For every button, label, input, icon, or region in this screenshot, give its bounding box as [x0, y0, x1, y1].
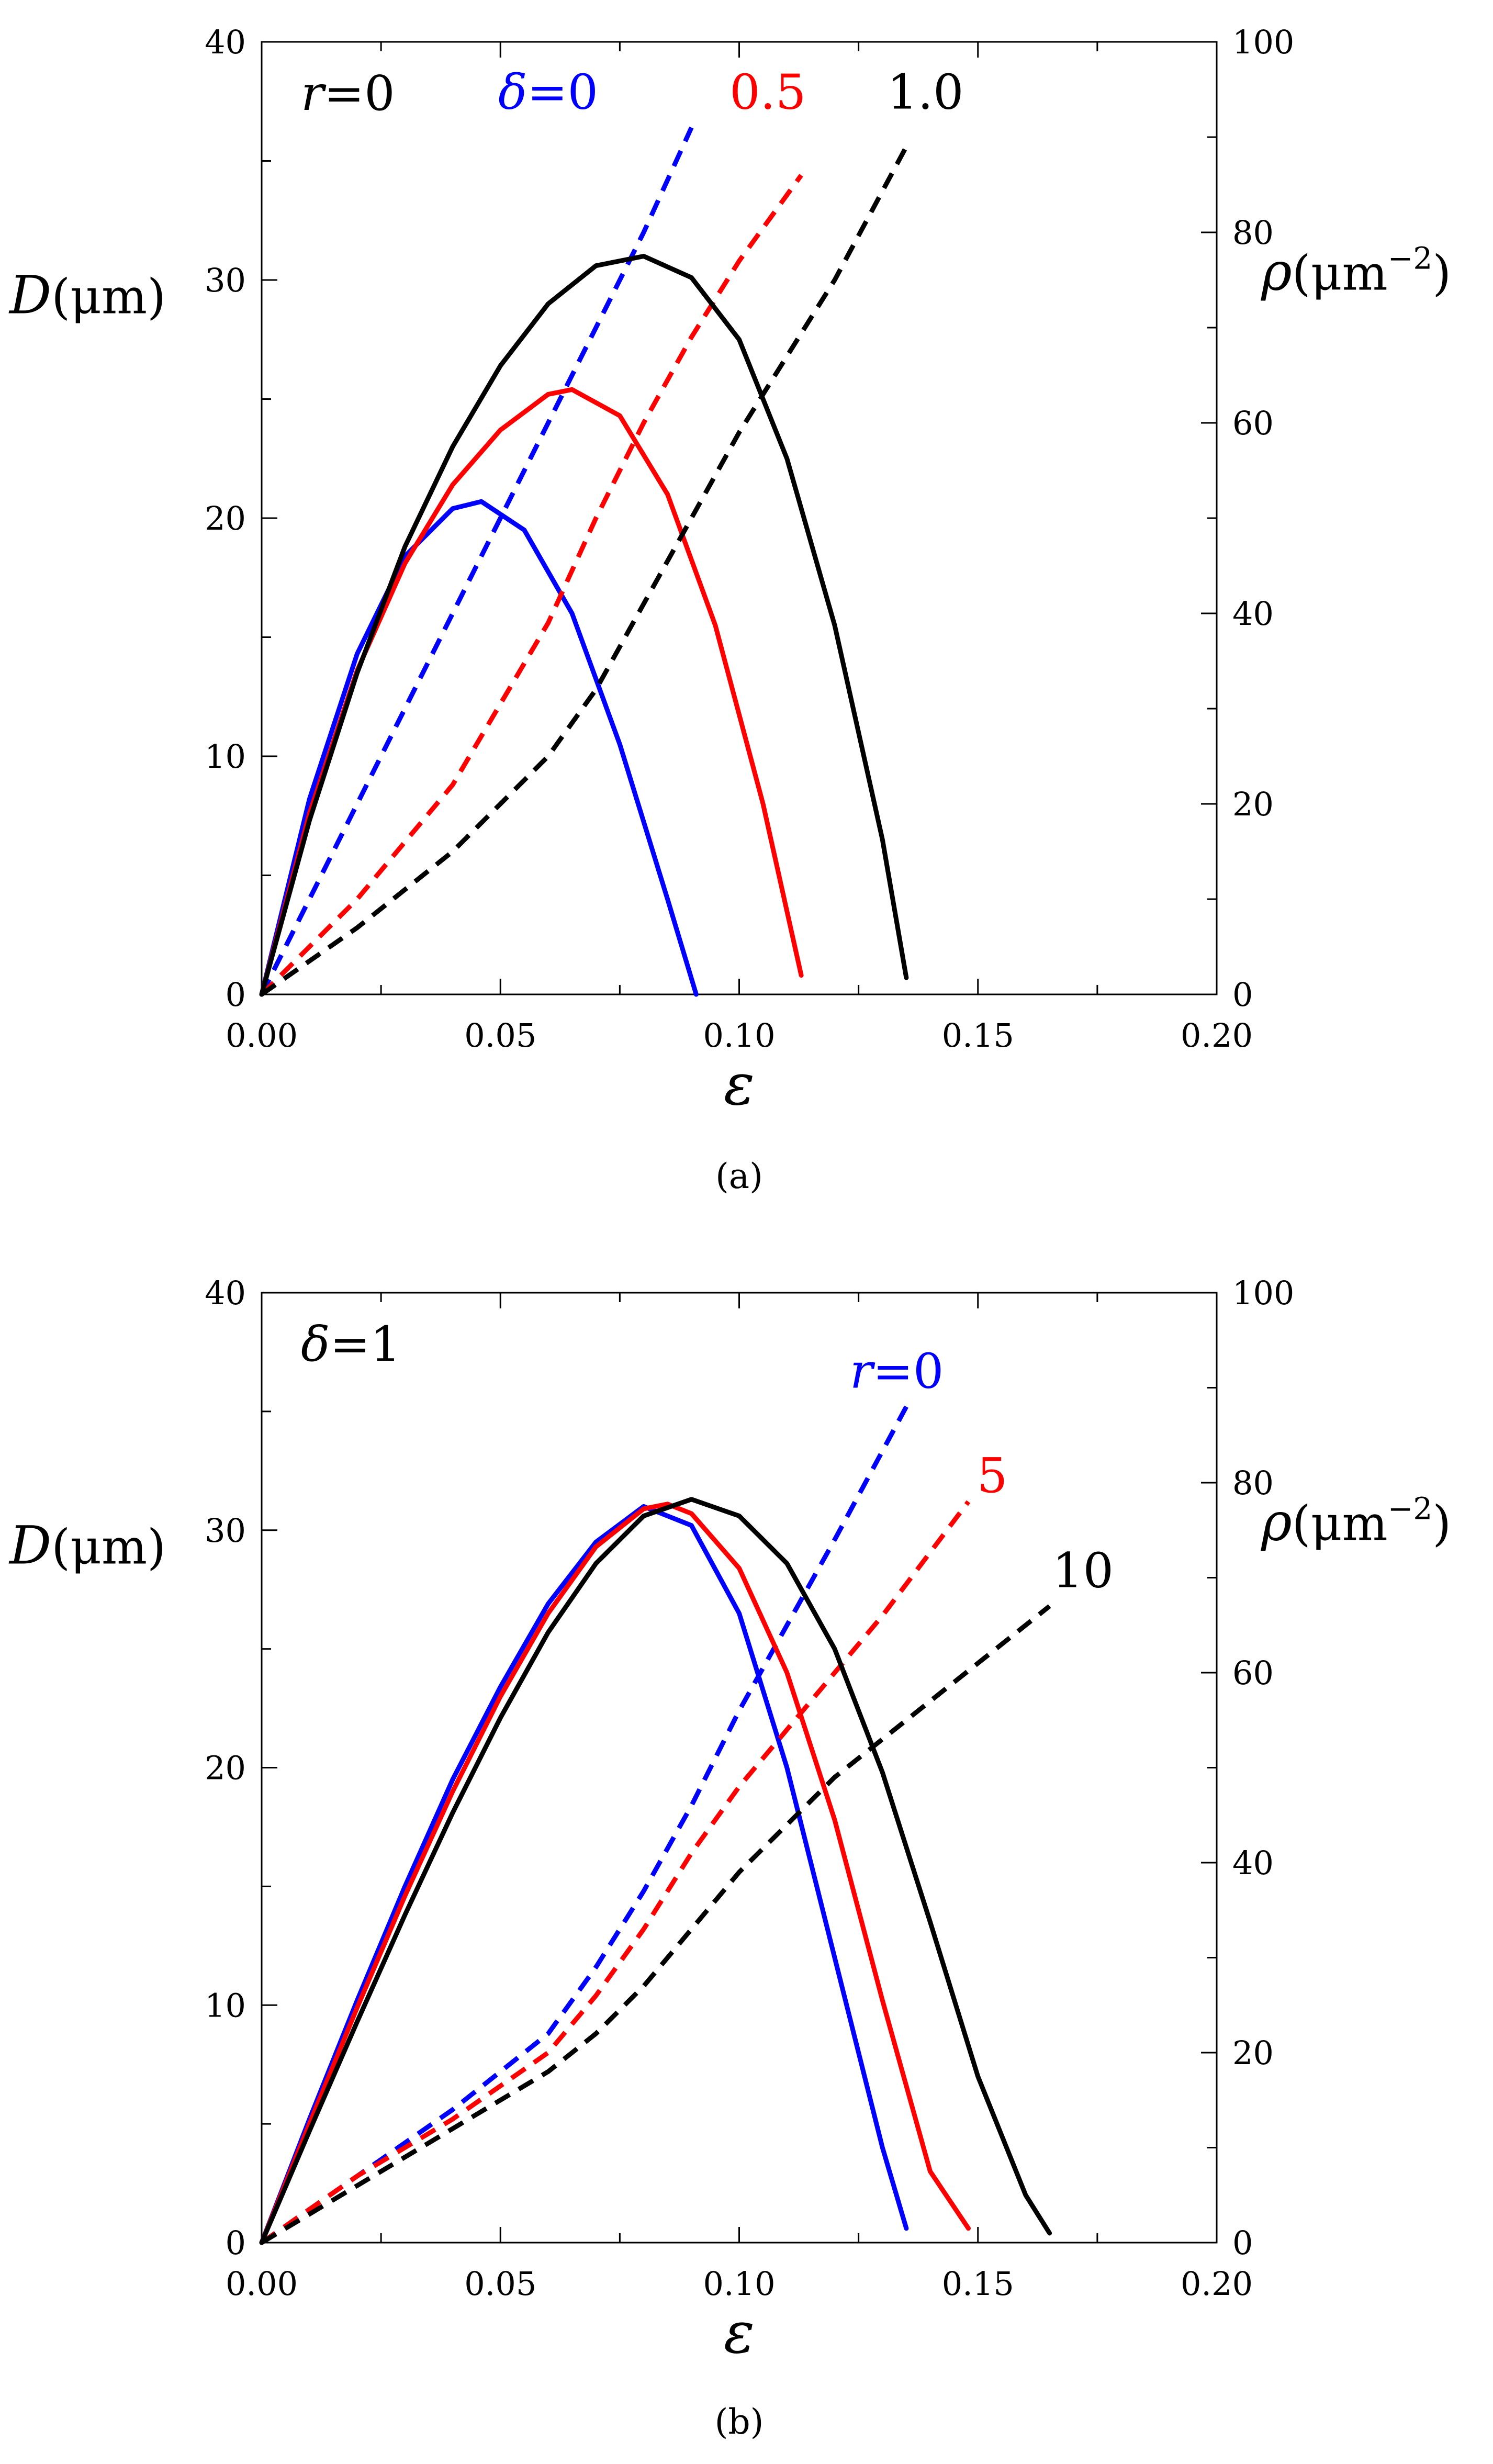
y-left-tick-label: 10 [205, 1986, 246, 2024]
y-left-axis-title: D(μm) [8, 1515, 166, 1576]
x-tick-label: 0.15 [942, 1016, 1014, 1055]
d-curve-1 [259, 1502, 971, 2245]
series-label-0: δ=0 [498, 64, 598, 120]
rho-curve-2 [260, 1604, 1051, 2245]
y-right-tick-label: 40 [1232, 1844, 1274, 1882]
d-curve-0 [259, 1504, 909, 2245]
y-left-tick-label: 40 [205, 1274, 246, 1312]
rho-curve-1 [260, 174, 803, 996]
y-left-tick-label: 30 [205, 261, 246, 299]
plot-frame [261, 1292, 1218, 2244]
plot-frame [261, 41, 1218, 995]
y-left-tick-label: 30 [205, 1511, 246, 1550]
y-right-tick-label: 20 [1232, 2034, 1274, 2072]
rho-curve-2 [260, 145, 908, 996]
y-right-tick-label: 40 [1232, 595, 1274, 633]
y-right-tick-label: 100 [1232, 23, 1294, 61]
y-right-tick-label: 0 [1232, 976, 1253, 1014]
y-right-axis-title: ρ(μm−2) [1261, 1491, 1451, 1552]
panel-note: r=0 [301, 65, 395, 121]
panel-a: 0.00 0.05 0.10 0.15 0.2001020304002040608010… [8, 23, 1451, 1196]
rho-curve-1 [260, 1500, 971, 2245]
y-right-tick-label: 80 [1232, 214, 1274, 252]
y-right-tick-label: 20 [1232, 785, 1274, 823]
series-label-2: 10 [1052, 1543, 1114, 1599]
panel-b: 0.00 0.05 0.10 0.15 0.2001020304002040608010… [8, 1274, 1451, 2442]
panel-note: δ=1 [301, 1316, 401, 1372]
rho-curve-0 [260, 1405, 908, 2245]
d-curve-0 [259, 499, 699, 997]
rho-curve-0 [259, 126, 694, 996]
y-right-axis-title: ρ(μm−2) [1261, 241, 1451, 303]
panel-caption: (a) [715, 1156, 763, 1196]
y-left-tick-label: 0 [226, 2224, 246, 2262]
x-axis-title: ε [724, 1051, 755, 1118]
panel-caption: (b) [715, 2402, 764, 2442]
x-tick-label: 0.15 [942, 2265, 1014, 2303]
y-left-tick-label: 0 [226, 976, 246, 1014]
y-right-tick-label: 80 [1232, 1464, 1274, 1502]
x-axis-title: ε [724, 2299, 755, 2366]
y-right-tick-label: 60 [1232, 1654, 1274, 1692]
y-right-tick-label: 60 [1232, 404, 1274, 442]
x-tick-label: 0.10 [703, 1016, 775, 1055]
series-label-1: 0.5 [729, 64, 806, 120]
y-left-tick-label: 40 [205, 23, 246, 61]
y-right-tick-label: 0 [1232, 2224, 1253, 2262]
x-tick-label: 0.10 [703, 2265, 775, 2303]
series-label-0: r=0 [850, 1343, 944, 1399]
series-label-1: 5 [977, 1448, 1008, 1504]
y-right-tick-label: 100 [1232, 1274, 1294, 1312]
x-tick-label: 0.00 [226, 1016, 298, 1055]
x-tick-label: 0.00 [226, 2265, 298, 2303]
y-left-tick-label: 10 [205, 737, 246, 776]
d-curve-2 [259, 254, 909, 997]
d-curve-2 [259, 1497, 1052, 2245]
x-tick-label: 0.05 [464, 2265, 536, 2303]
series-label-2: 1.0 [887, 64, 963, 120]
y-left-axis-title: D(μm) [8, 265, 166, 326]
y-left-tick-label: 20 [205, 1749, 246, 1787]
x-tick-label: 0.20 [1181, 2265, 1253, 2303]
y-left-tick-label: 20 [205, 499, 246, 537]
x-tick-label: 0.05 [464, 1016, 536, 1055]
x-tick-label: 0.20 [1181, 1016, 1253, 1055]
